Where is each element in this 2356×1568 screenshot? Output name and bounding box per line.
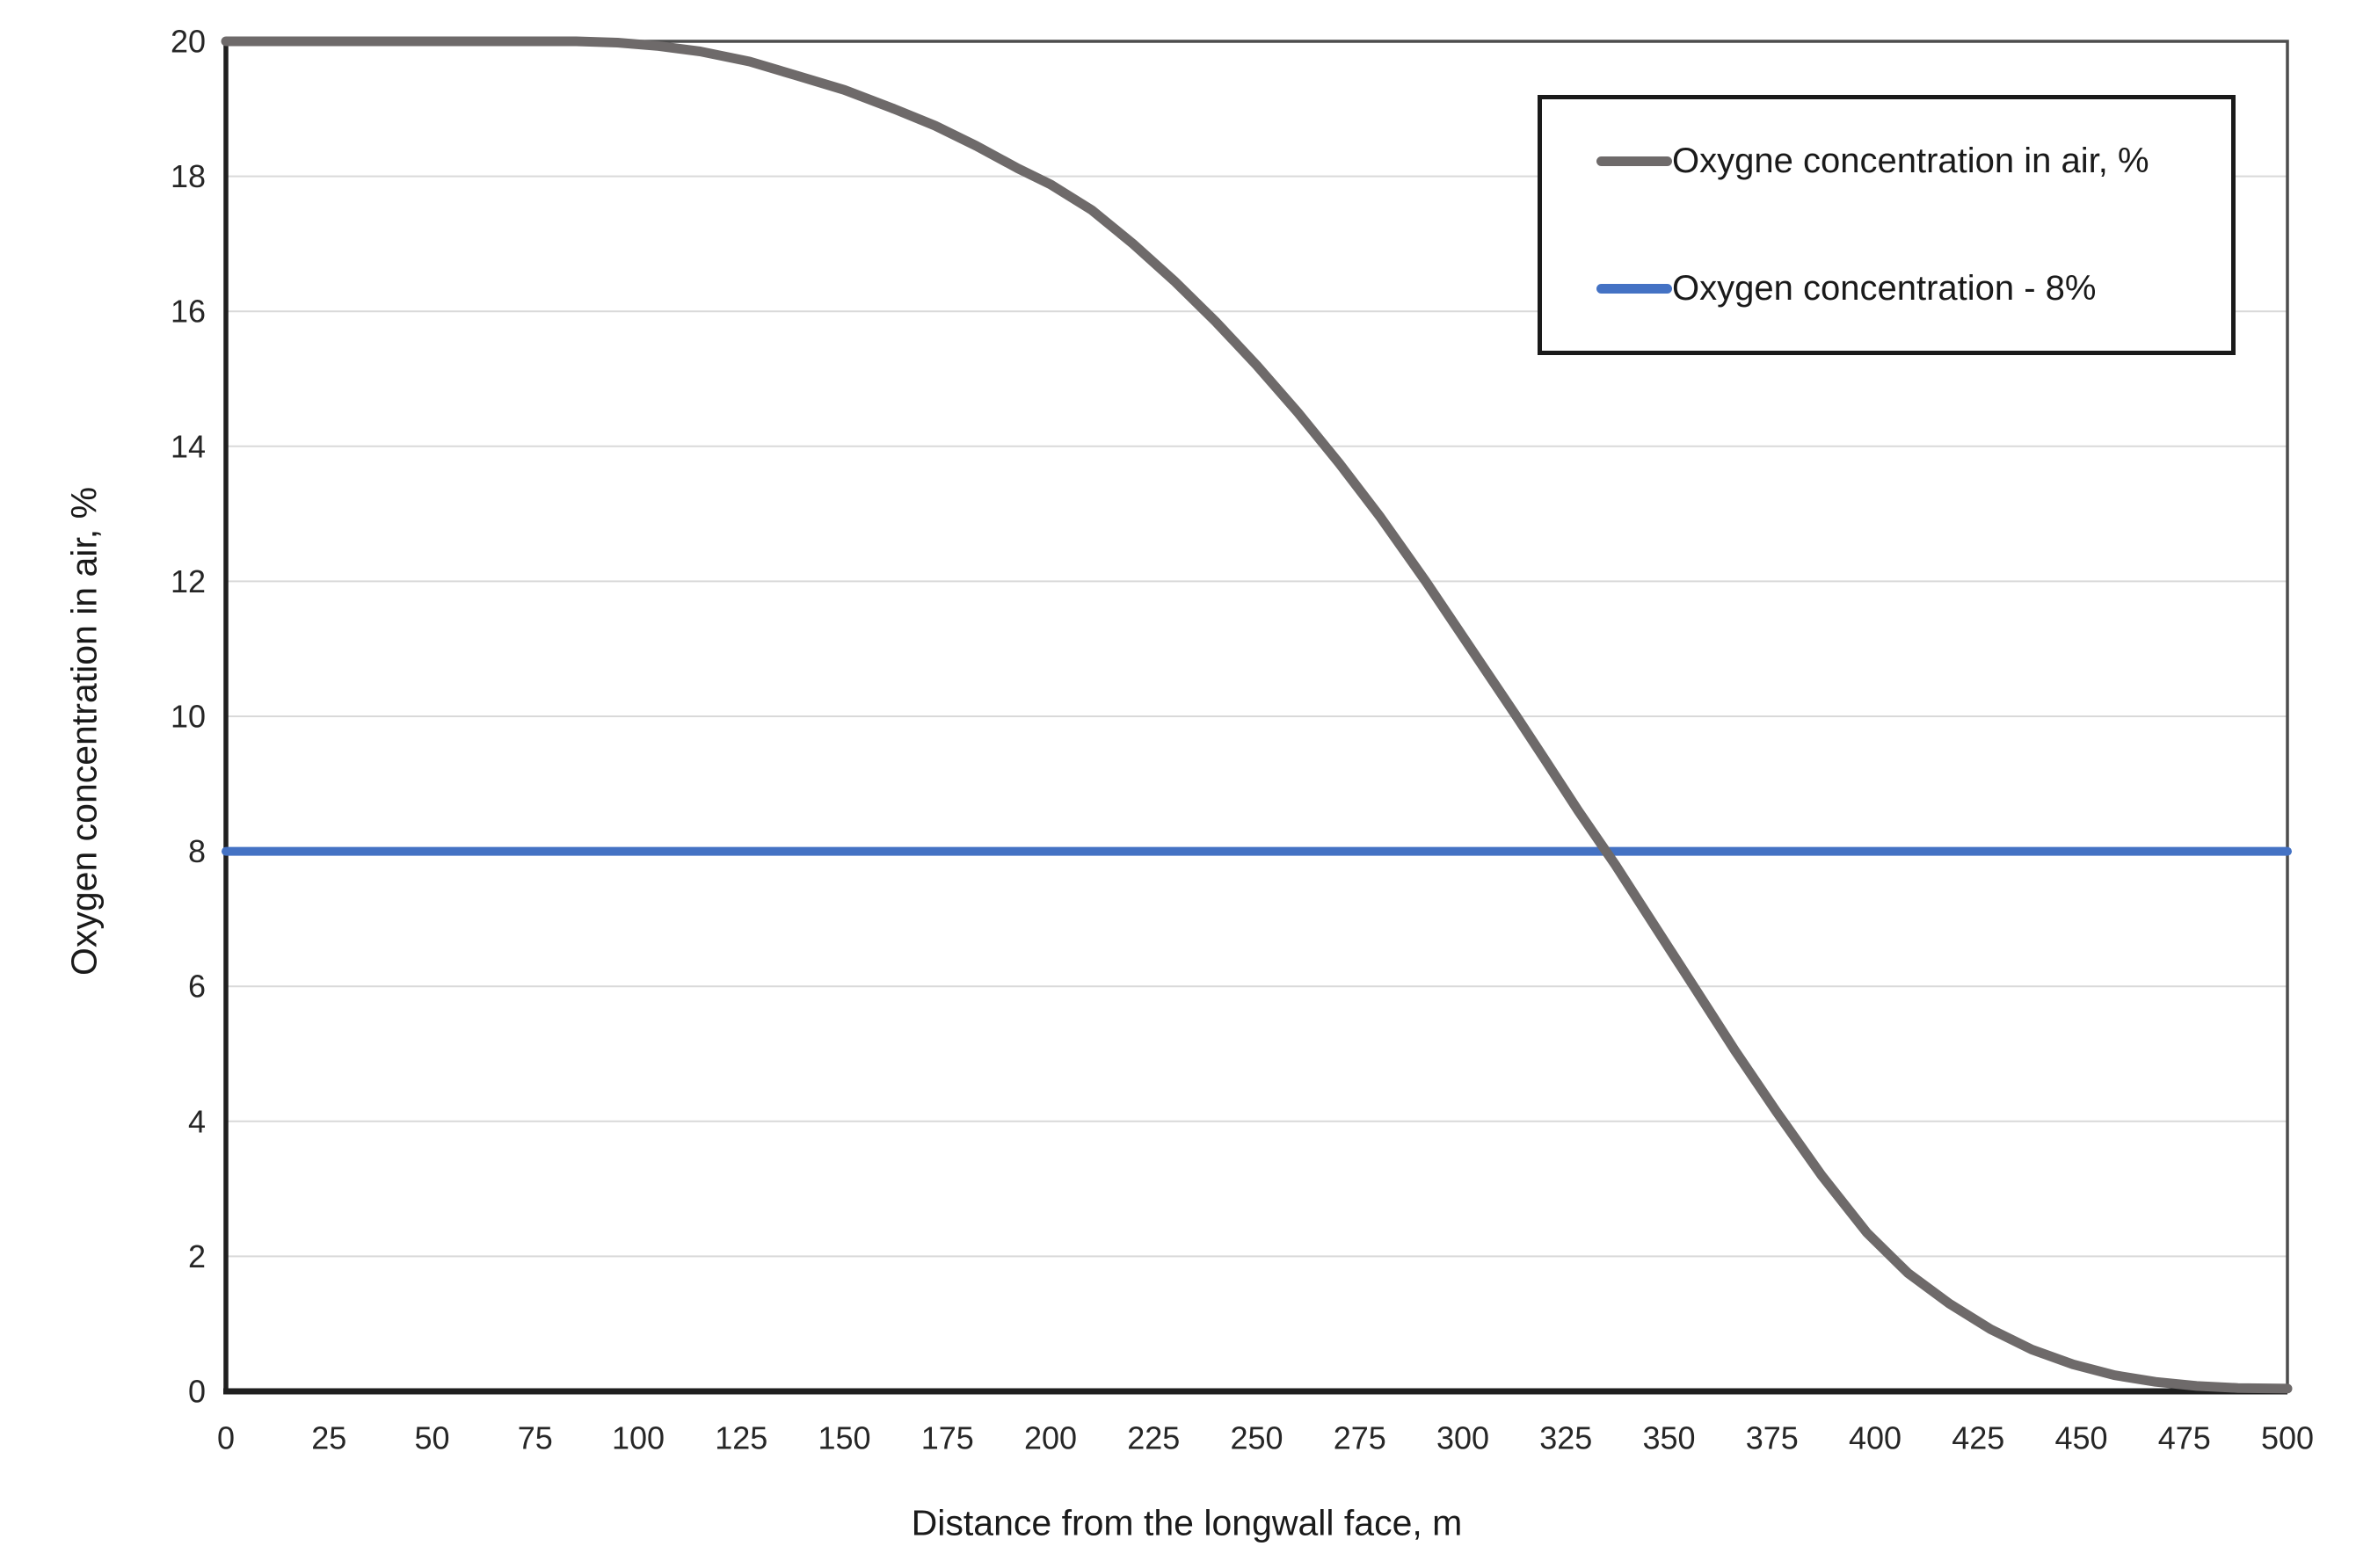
y-tick-label: 12: [171, 563, 206, 599]
x-tick-label: 175: [921, 1420, 974, 1456]
y-tick-label: 16: [171, 294, 206, 330]
x-tick-label: 375: [1746, 1420, 1799, 1456]
x-tick-label: 350: [1642, 1420, 1695, 1456]
y-tick-label: 14: [171, 428, 206, 464]
x-tick-label: 475: [2158, 1420, 2211, 1456]
gray-line-swatch-icon: [1596, 156, 1672, 166]
x-tick-label: 100: [612, 1420, 665, 1456]
legend-label: Oxygen concentration - 8%: [1672, 269, 2097, 308]
blue-line-swatch-icon: [1596, 284, 1672, 294]
x-tick-label: 0: [217, 1420, 235, 1456]
y-tick-label: 10: [171, 699, 206, 735]
x-tick-label: 400: [1849, 1420, 1902, 1456]
x-tick-label: 250: [1230, 1420, 1283, 1456]
y-axis-title: Oxygen concentration in air, %: [63, 486, 105, 976]
x-tick-label: 450: [2054, 1420, 2107, 1456]
legend-label: Oxygne concentration in air, %: [1672, 142, 2149, 180]
y-tick-label: 20: [171, 24, 206, 60]
legend-item-oxygen-curve: Oxygne concentration in air, %: [1596, 142, 2231, 181]
legend-item-threshold-line: Oxygen concentration - 8%: [1596, 269, 2231, 309]
x-tick-label: 75: [518, 1420, 553, 1456]
x-tick-label: 325: [1539, 1420, 1592, 1456]
legend: Oxygne concentration in air, % Oxygen co…: [1538, 95, 2236, 355]
x-tick-label: 25: [311, 1420, 346, 1456]
y-tick-label: 2: [188, 1238, 206, 1274]
oxygen-curve-line: [221, 36, 2293, 1394]
x-tick-label: 225: [1127, 1420, 1180, 1456]
x-tick-label: 275: [1334, 1420, 1386, 1456]
x-tick-label: 125: [715, 1420, 767, 1456]
x-tick-label: 300: [1436, 1420, 1489, 1456]
y-tick-label: 18: [171, 158, 206, 194]
x-tick-label: 200: [1024, 1420, 1077, 1456]
y-tick-label: 4: [188, 1103, 206, 1139]
x-tick-label: 150: [818, 1420, 870, 1456]
y-tick-label: 0: [188, 1374, 206, 1410]
y-tick-label: 6: [188, 969, 206, 1005]
y-tick-label: 8: [188, 833, 206, 869]
x-tick-label: 500: [2261, 1420, 2314, 1456]
x-tick-label: 425: [1952, 1420, 2004, 1456]
x-tick-label: 50: [414, 1420, 449, 1456]
x-axis-title: Distance from the longwall face, m: [911, 1502, 1463, 1543]
